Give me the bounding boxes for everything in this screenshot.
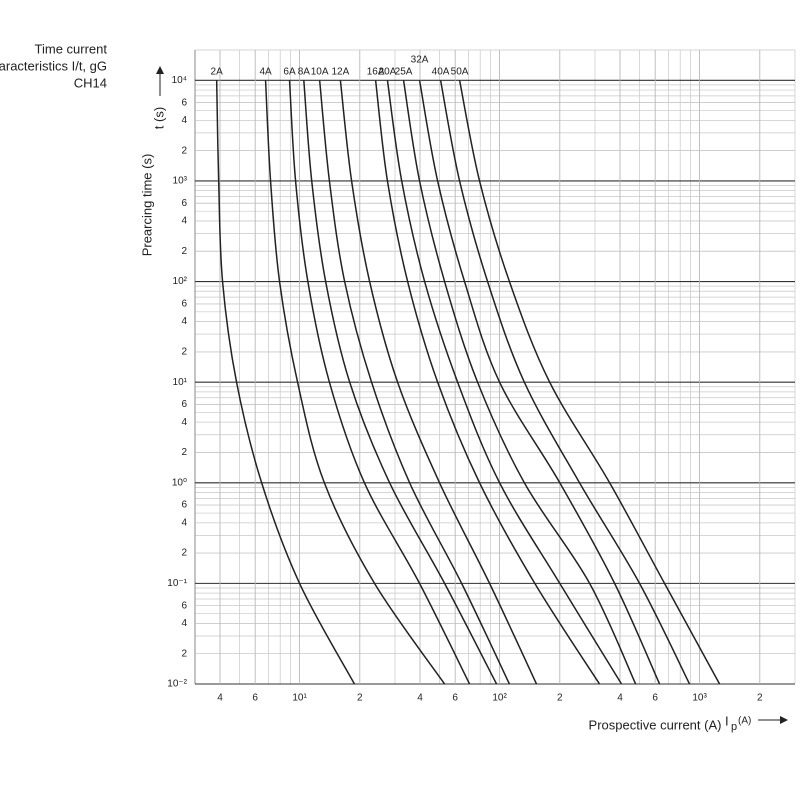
y-tick-label: 4 [181,216,187,227]
y-tick-label: 10² [173,276,188,287]
x-tick-label: 6 [252,693,258,704]
y-tick-label: 6 [181,600,187,611]
y-tick-label: 6 [181,500,187,511]
x-tick-label: 4 [417,693,423,704]
y-tick-label: 6 [181,298,187,309]
chart-title: characteristics I/t, gG [0,58,107,73]
y-tick-label: 2 [181,447,187,458]
series-label: 2A [211,67,224,78]
series-label: 8A [298,67,311,78]
series-label: 20A [379,67,397,78]
y-tick-label: 10⁰ [172,477,187,488]
series-label: 6A [283,67,296,78]
x-tick-label: 6 [452,693,458,704]
series-label: 4A [259,67,272,78]
fuse-curve [339,80,538,685]
fuse-curve [303,80,498,685]
x-tick-label: 2 [357,693,363,704]
x-tick-label: 10¹ [292,693,307,704]
x-axis-symbol-unit: (A) [738,716,751,727]
y-tick-label: 10³ [173,176,188,187]
series-label: 12A [332,67,350,78]
y-tick-label: 4 [181,316,187,327]
x-tick-label: 6 [652,693,658,704]
y-axis-label: Prearcing time (s) [139,154,154,257]
y-tick-label: 2 [181,246,187,257]
y-tick-label: 4 [181,417,187,428]
series-label: 16A [367,67,385,78]
series-label: 50A [451,67,469,78]
x-axis-label: Prospective current (A) [589,717,722,732]
y-tick-label: 10¹ [173,377,188,388]
y-tick-label: 2 [181,346,187,357]
y-tick-label: 10⁻² [167,679,187,690]
series-label: 32A [411,55,429,66]
y-tick-label: 6 [181,198,187,209]
fuse-curve [318,80,511,685]
fuse-curve [215,80,356,685]
y-arrow-head [156,66,164,74]
series-label: 40A [432,67,450,78]
x-axis-symbol: I [725,713,729,728]
fuse-curve [386,80,623,685]
x-arrow-head [780,716,788,724]
x-tick-label: 10² [492,693,507,704]
series-label: 25A [395,67,413,78]
chart-title: Time current [35,41,108,56]
y-tick-label: 2 [181,548,187,559]
fuse-curve [264,80,446,685]
grid: 10⁻² 2 4 6 10⁻¹ 2 4 6 10⁰ 2 4 6 10¹ 2 4 6 10² 2 4 6 10³ 2 4 6 10… [167,49,796,704]
y-tick-label: 10⁴ [172,75,187,86]
y-tick-label: 2 [181,145,187,156]
y-tick-label: 6 [181,97,187,108]
fuse-curve [458,80,721,685]
chart-title: CH14 [74,75,107,90]
series-label: 10A [311,67,329,78]
y-tick-label: 4 [181,618,187,629]
fuse-curve [288,80,471,685]
x-tick-label: 2 [757,693,763,704]
y-tick-label: 4 [181,115,187,126]
x-tick-label: 2 [557,693,563,704]
x-axis-symbol-sub: p [731,721,737,733]
x-tick-label: 10³ [692,693,707,704]
y-tick-label: 2 [181,648,187,659]
fuse-curve [402,80,637,685]
y-tick-label: 6 [181,399,187,410]
x-tick-label: 4 [217,693,223,704]
y-tick-label: 4 [181,517,187,528]
y-tick-label: 10⁻¹ [167,578,187,589]
fuse-curve [418,80,661,685]
fuse-curve [439,80,691,685]
fuse-curve [374,80,601,685]
x-tick-label: 4 [617,693,623,704]
y-axis-symbol: t (s) [151,107,166,129]
